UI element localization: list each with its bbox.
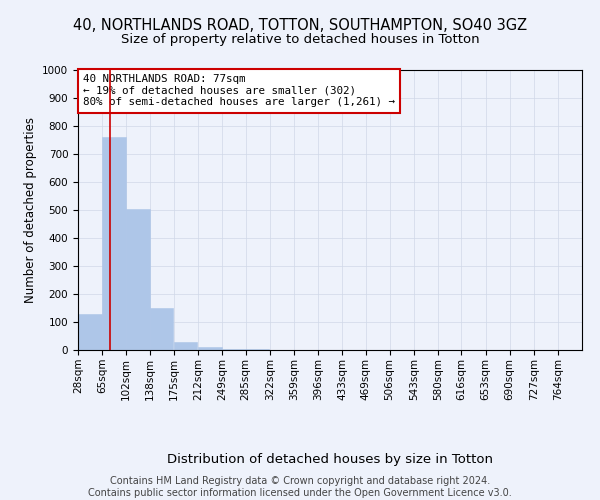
Bar [222, 349, 246, 350]
Bar [198, 347, 221, 350]
X-axis label: Distribution of detached houses by size in Totton: Distribution of detached houses by size … [167, 452, 493, 466]
Bar [174, 342, 197, 350]
Bar [126, 208, 150, 350]
Bar [102, 137, 126, 350]
Text: 40, NORTHLANDS ROAD, TOTTON, SOUTHAMPTON, SO40 3GZ: 40, NORTHLANDS ROAD, TOTTON, SOUTHAMPTON… [73, 18, 527, 32]
Text: Contains HM Land Registry data © Crown copyright and database right 2024.
Contai: Contains HM Land Registry data © Crown c… [88, 476, 512, 498]
Y-axis label: Number of detached properties: Number of detached properties [23, 117, 37, 303]
Text: 40 NORTHLANDS ROAD: 77sqm
← 19% of detached houses are smaller (302)
80% of semi: 40 NORTHLANDS ROAD: 77sqm ← 19% of detac… [83, 74, 395, 108]
Text: Size of property relative to detached houses in Totton: Size of property relative to detached ho… [121, 32, 479, 46]
Bar [150, 308, 173, 350]
Bar [78, 314, 101, 350]
